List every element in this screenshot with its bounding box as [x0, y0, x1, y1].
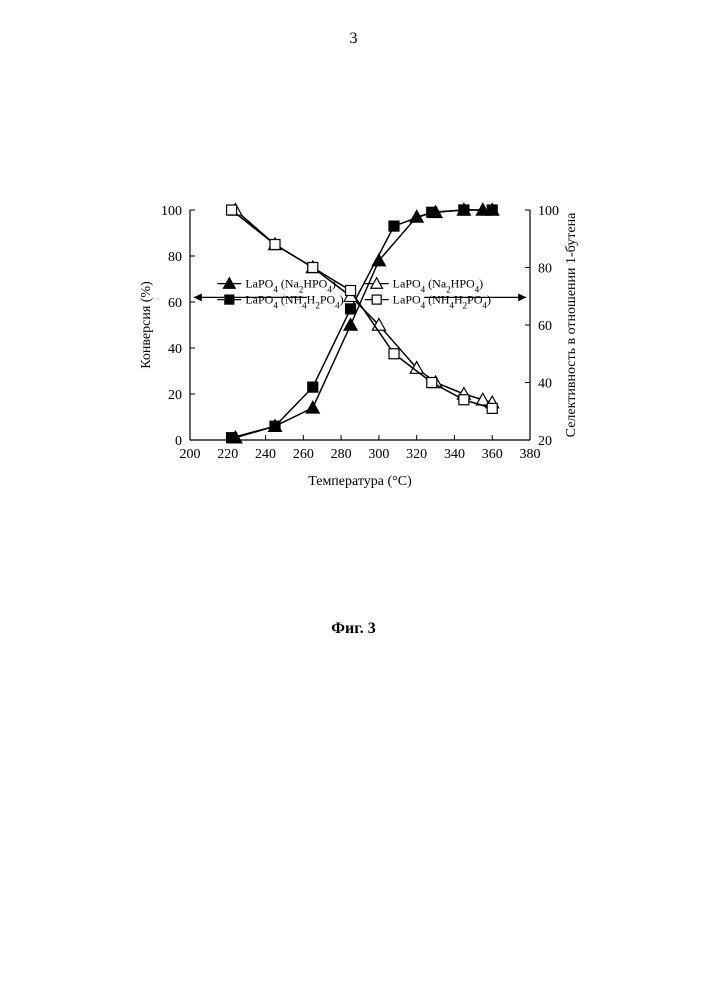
x-tick-label: 300: [368, 447, 389, 462]
x-tick-label: 220: [217, 447, 238, 462]
x-tick-label: 260: [293, 447, 314, 462]
marker-square: [487, 403, 497, 413]
marker-triangle: [344, 319, 357, 331]
marker-square: [389, 221, 399, 231]
page-number: 3: [0, 30, 707, 48]
y-left-tick-label: 100: [161, 204, 182, 219]
marker-square: [372, 295, 381, 304]
page: 3 200220240260280300320340360380Температ…: [0, 0, 707, 1000]
chart-svg: 200220240260280300320340360380Температур…: [130, 200, 590, 500]
marker-square: [227, 205, 237, 215]
marker-square: [308, 382, 318, 392]
y-right-tick-label: 20: [538, 434, 552, 449]
arrow-head: [194, 293, 202, 301]
y-left-tick-label: 80: [168, 250, 182, 265]
y-right-tick-label: 40: [538, 377, 552, 392]
y-right-tick-label: 100: [538, 204, 559, 219]
marker-square: [346, 286, 356, 296]
chart-container: 200220240260280300320340360380Температур…: [130, 200, 590, 500]
legend-label: LaPO4 (NH4H2PO4): [245, 293, 343, 311]
legend-left: LaPO4 (Na2HPO4)LaPO4 (NH4H2PO4): [217, 277, 343, 311]
marker-triangle: [306, 401, 319, 413]
y-right-tick-label: 80: [538, 262, 552, 277]
marker-square: [459, 205, 469, 215]
x-tick-label: 320: [406, 447, 427, 462]
y-right-axis-label: Селективность в отношении 1-бутена: [564, 212, 579, 437]
y-left-axis-label: Конверсия (%): [139, 281, 154, 369]
marker-square: [270, 421, 280, 431]
marker-square: [270, 240, 280, 250]
page-border: [10, 10, 697, 990]
legend-label: LaPO4 (NH4H2PO4): [393, 293, 491, 311]
y-left-tick-label: 60: [168, 296, 182, 311]
marker-square: [459, 395, 469, 405]
series-markers-sel_sq: [227, 205, 498, 413]
arrow-head: [518, 293, 526, 301]
marker-square: [346, 304, 356, 314]
x-tick-label: 200: [180, 447, 201, 462]
marker-square: [427, 207, 437, 217]
marker-square: [308, 263, 318, 273]
figure-caption: Фиг. 3: [0, 620, 707, 638]
marker-square: [227, 433, 237, 443]
x-axis-label: Температура (°C): [308, 474, 412, 489]
marker-square: [487, 205, 497, 215]
y-left-tick-label: 40: [168, 342, 182, 357]
x-tick-label: 360: [482, 447, 503, 462]
x-tick-label: 240: [255, 447, 276, 462]
marker-square: [427, 378, 437, 388]
y-right-tick-label: 60: [538, 319, 552, 334]
x-tick-label: 380: [520, 447, 541, 462]
y-left-tick-label: 20: [168, 388, 182, 403]
x-tick-label: 280: [331, 447, 352, 462]
marker-square: [225, 295, 234, 304]
marker-square: [389, 349, 399, 359]
y-left-tick-label: 0: [175, 434, 182, 449]
legend-right: LaPO4 (Na2HPO4)LaPO4 (NH4H2PO4): [365, 277, 491, 311]
x-tick-label: 340: [444, 447, 465, 462]
series-markers-conv_sq: [227, 205, 498, 443]
